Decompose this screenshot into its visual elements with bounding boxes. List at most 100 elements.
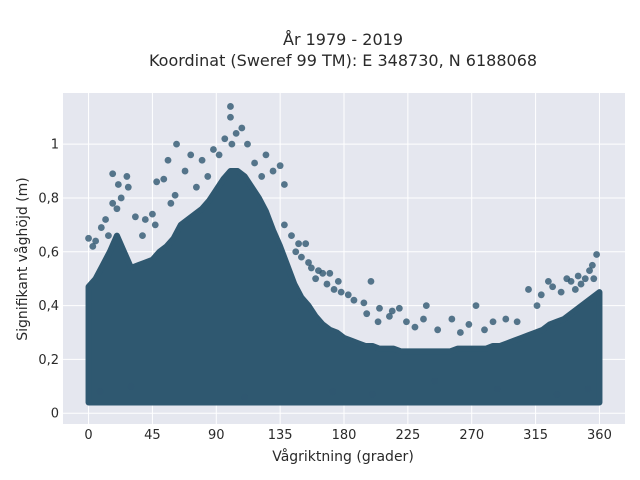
scatter-point [227, 113, 234, 121]
y-axis-label: Signifikant våghöjd (m) [14, 177, 31, 340]
scatter-point [403, 318, 410, 326]
scatter-point [577, 280, 585, 288]
scatter-point [127, 382, 135, 390]
scatter-point [581, 275, 589, 283]
scatter-point [295, 240, 302, 248]
scatter-point [567, 277, 575, 285]
chart-title-line-1: År 1979 - 2019 [283, 30, 403, 49]
scatter-point [160, 175, 168, 183]
scatter-point [102, 216, 109, 223]
scatter-point [149, 210, 156, 218]
scatter-point [238, 124, 246, 132]
scatter-point [164, 156, 172, 164]
y-axis-ticks: 0 0,2 0,4 0,6 0,8 1 [38, 138, 59, 422]
scatter-point [109, 199, 117, 207]
scatter-point [181, 167, 189, 175]
scatter-point [307, 264, 315, 272]
scatter-point [204, 173, 212, 180]
scatter-point [329, 388, 337, 396]
scatter-point [588, 261, 596, 269]
scatter-point [251, 159, 258, 167]
x-axis-label: Vågriktning (grader) [272, 448, 414, 465]
scatter-point [123, 173, 131, 180]
scatter-point [227, 103, 234, 110]
x-tick-label: 315 [523, 428, 548, 443]
scatter-point [344, 291, 352, 299]
dense-point-cloud [85, 168, 603, 406]
scatter-point [312, 275, 320, 283]
scatter-point [232, 129, 240, 137]
scatter-point [323, 280, 331, 288]
scatter-point [298, 253, 305, 261]
scatter-point [221, 135, 229, 143]
y-tick-label: 1 [51, 138, 59, 153]
scatter-point [210, 146, 217, 153]
scatter-point [173, 140, 180, 148]
y-tick-label: 0,4 [38, 299, 59, 314]
scatter-point [465, 321, 473, 328]
scatter-point [363, 310, 371, 318]
scatter-point [513, 318, 521, 326]
x-tick-label: 180 [332, 428, 357, 443]
scatter-point [350, 296, 358, 304]
y-tick-label: 0,6 [38, 245, 59, 260]
scatter-point [258, 173, 266, 180]
scatter-point [493, 385, 501, 393]
x-tick-label: 0 [84, 428, 92, 443]
scatter-point [590, 275, 598, 283]
scatter-point [411, 323, 419, 331]
scatter-point [420, 315, 427, 323]
scatter-point [586, 267, 593, 275]
x-axis-ticks: 0 45 90 135 180 225 270 315 360 [84, 428, 611, 443]
scatter-point [553, 390, 561, 398]
scatter-point [374, 318, 382, 326]
scatter-point [92, 237, 100, 245]
scatter-point [241, 393, 249, 401]
scatter-point [502, 315, 510, 323]
y-tick-label: 0,8 [38, 191, 59, 206]
scatter-point [85, 234, 92, 242]
scatter-point [193, 183, 200, 191]
scatter-point [422, 302, 430, 309]
scatter-point [334, 277, 342, 285]
scatter-point [262, 151, 270, 159]
scatter-point [276, 162, 284, 170]
scatter-point [141, 216, 149, 223]
scatter-point [544, 277, 552, 285]
scatter-point [525, 286, 532, 293]
chart-title-line-2: Koordinat (Sweref 99 TM): E 348730, N 61… [149, 51, 537, 70]
scatter-point [117, 194, 125, 202]
scatter-point [574, 272, 582, 280]
scatter-point [114, 181, 122, 188]
x-tick-label: 90 [208, 428, 225, 443]
scatter-point [139, 232, 146, 240]
scatter-point [167, 199, 175, 207]
scatter-point [376, 304, 383, 312]
y-tick-label: 0 [51, 407, 59, 422]
x-tick-label: 135 [268, 428, 293, 443]
scatter-point [292, 248, 300, 256]
scatter-point [305, 259, 312, 266]
scatter-point [280, 181, 288, 188]
scatter-point [288, 232, 295, 240]
scatter-point [113, 205, 121, 213]
scatter-point [481, 326, 488, 334]
scatter-point [537, 291, 545, 299]
scatter-point [337, 288, 345, 296]
x-tick-label: 225 [395, 428, 420, 443]
scatter-point [89, 242, 97, 250]
scatter-point [105, 232, 112, 240]
scatter-point [472, 302, 480, 309]
x-tick-label: 360 [587, 428, 612, 443]
scatter-point [456, 329, 464, 336]
scatter-point [187, 151, 195, 159]
scatter-point [360, 299, 368, 307]
scatter-point [109, 170, 117, 178]
x-tick-label: 45 [144, 428, 161, 443]
scatter-point [368, 390, 376, 398]
scatter-point [549, 283, 557, 291]
scatter-point [97, 224, 105, 231]
y-tick-label: 0,2 [38, 353, 59, 368]
scatter-point [584, 385, 592, 393]
